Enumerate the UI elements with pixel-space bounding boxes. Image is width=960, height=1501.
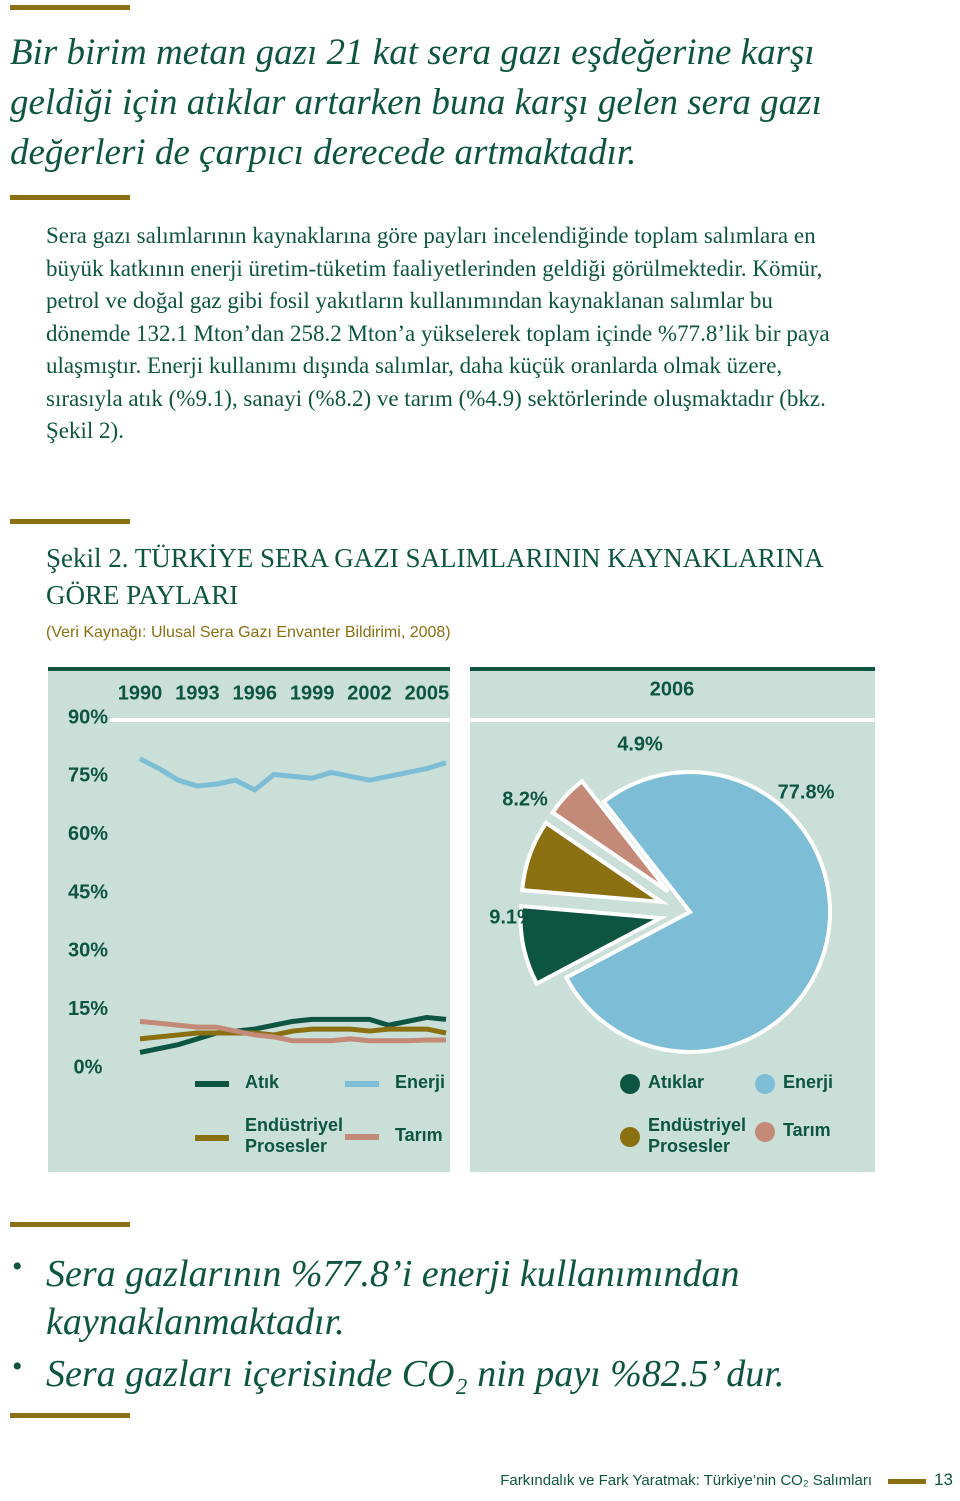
- legend-label: Tarım: [783, 1120, 831, 1140]
- y-tick-label: 15%: [68, 998, 108, 1020]
- value-label: 8.2%: [502, 788, 548, 810]
- legend-label: Endüstriyel Prosesler: [245, 1115, 344, 1156]
- series-line: [139, 1026, 447, 1042]
- rule: [10, 195, 130, 200]
- rule: [10, 1413, 130, 1418]
- rule: [10, 519, 130, 524]
- legend-label: Tarım: [395, 1125, 443, 1145]
- legend-swatch: [345, 1081, 379, 1087]
- legend-label: Endüstriyel Prosesler: [648, 1115, 747, 1156]
- x-tick-label: 2002: [347, 682, 392, 704]
- panel-gap: [110, 718, 450, 722]
- panel: [48, 667, 450, 1172]
- legend-swatch: [195, 1081, 229, 1087]
- pie-slice: [520, 820, 670, 905]
- panel-gap: [470, 718, 875, 722]
- legend-swatch: [345, 1134, 379, 1140]
- legend-label: Atık: [245, 1072, 280, 1092]
- y-tick-label: 75%: [68, 765, 108, 787]
- x-tick-label: 2005: [405, 682, 450, 704]
- value-label: 4.9%: [617, 733, 663, 755]
- bullet-dot: •: [12, 1350, 23, 1383]
- bullet: Sera gazları içerisinde CO₂ nin payı %82…: [46, 1353, 785, 1395]
- y-tick-label: 45%: [68, 881, 108, 903]
- rule: [10, 1222, 130, 1227]
- paragraph: Sera gazı salımlarının kaynaklarına göre…: [46, 223, 830, 443]
- x-tick-label: 1999: [290, 682, 335, 704]
- pie-title: 2006: [650, 678, 695, 700]
- y-tick-label: 60%: [68, 823, 108, 845]
- panel-top: [470, 667, 875, 671]
- y-tick-label: 30%: [68, 940, 108, 962]
- x-tick-label: 1996: [233, 682, 278, 704]
- legend-label: Enerji: [395, 1072, 446, 1092]
- legend-marker: [620, 1127, 640, 1147]
- bullet: Sera gazlarının %77.8’i enerji kullanımı…: [46, 1253, 740, 1343]
- value-label: 77.8%: [778, 781, 835, 803]
- panel-top: [48, 667, 450, 671]
- legend-marker: [755, 1074, 775, 1094]
- x-tick-label: 1990: [118, 682, 163, 704]
- series-line: [139, 1018, 446, 1044]
- value-label: 9.1%: [489, 906, 535, 928]
- pie-slice: [549, 778, 670, 894]
- pie-slice: [518, 904, 668, 987]
- x-tick-label: 1993: [175, 682, 220, 704]
- series-line: [138, 756, 447, 793]
- pie-slice: [563, 770, 832, 1054]
- legend-label: Atıklar: [648, 1072, 705, 1092]
- legend-marker: [755, 1122, 775, 1142]
- source: (Veri Kaynağı: Ulusal Sera Gazı Envanter…: [46, 624, 451, 641]
- series-line: [139, 1014, 447, 1055]
- legend-label: Enerji: [783, 1072, 834, 1092]
- page-number: 13: [934, 1470, 953, 1489]
- caption: Şekil 2. TÜRKİYE SERA GAZI SALIMLARININ …: [46, 543, 823, 610]
- y-tick-label: 90%: [68, 706, 108, 728]
- y-tick-label: 0%: [74, 1056, 103, 1078]
- footer-text: Farkındalık ve Fark Yaratmak: Türkiye’ni…: [500, 1472, 872, 1489]
- bullet-dot: •: [12, 1250, 23, 1283]
- rule: [10, 5, 130, 10]
- footer-rule: [888, 1479, 926, 1484]
- legend-swatch: [195, 1135, 229, 1141]
- quote: Bir birim metan gazı 21 kat sera gazı eş…: [10, 32, 822, 173]
- legend-marker: [620, 1074, 640, 1094]
